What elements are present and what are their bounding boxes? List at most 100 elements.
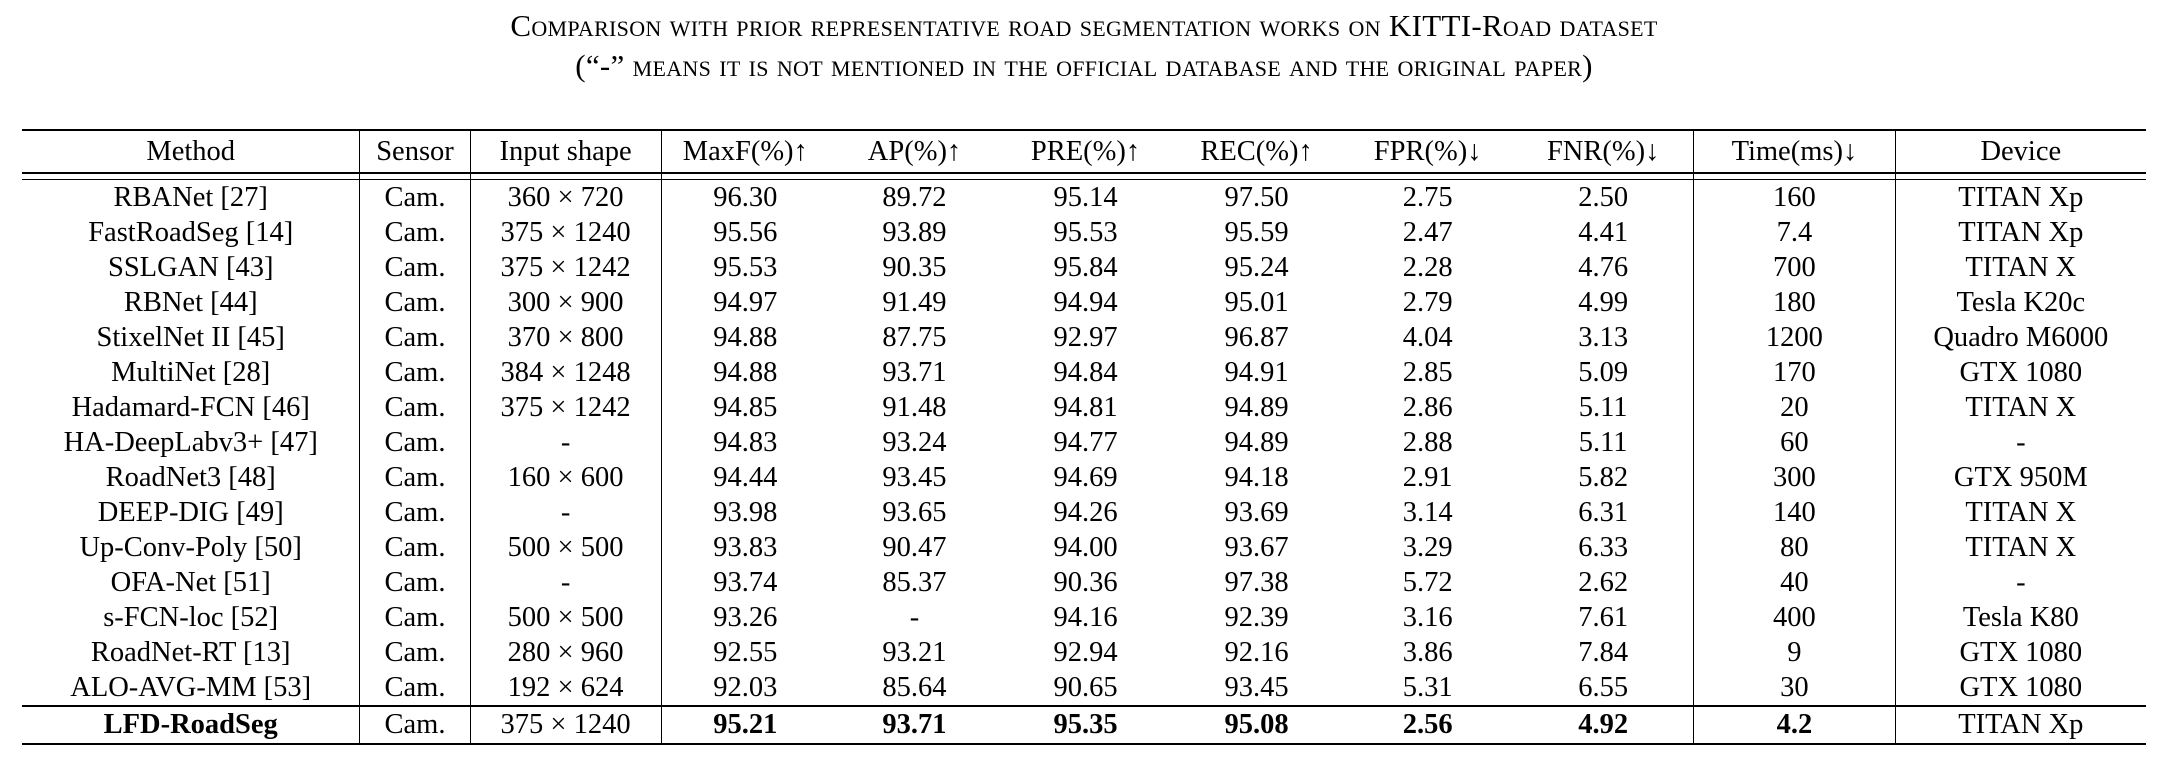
- header-input-shape: Input shape: [470, 129, 662, 174]
- table-cell: 40: [1693, 565, 1896, 600]
- table-cell: 96.30: [713, 182, 778, 213]
- table-cell: 5.31: [1402, 672, 1453, 703]
- table-cell: 97.38: [1224, 567, 1289, 598]
- header-maxf: MaxF(%)↑: [661, 129, 829, 174]
- table-cell: 94.88: [713, 322, 778, 353]
- table-cell: Cam.: [359, 565, 471, 600]
- table-cell: 500 × 500: [470, 530, 662, 565]
- table-row: SSLGAN [43] Cam. 375 × 1242 95.53 90.35 95.84…: [22, 250, 2146, 285]
- table-cell: Cam.: [359, 635, 471, 670]
- table-cell: s-FCN-loc [52]: [22, 600, 361, 635]
- table-cell: RBNet [44]: [22, 285, 361, 320]
- table-row: ALO-AVG-MM [53] Cam. 192 × 624 92.03 85.64 90…: [22, 670, 2146, 706]
- table-cell: 93.24: [882, 427, 947, 458]
- table-cell: 95.24: [1224, 252, 1289, 283]
- table-cell: GTX 950M: [1953, 462, 2088, 493]
- table-cell: TITAN X: [1965, 252, 2077, 283]
- table-cell: MultiNet [28]: [22, 355, 361, 390]
- table-cell: 7.84: [1513, 635, 1695, 670]
- table-cell: 85.64: [882, 672, 947, 703]
- table-cell: 96.87: [1224, 322, 1289, 353]
- table-cell: 92.39: [1224, 602, 1289, 633]
- table-cell: -: [909, 602, 920, 633]
- header-method: Method: [22, 129, 361, 174]
- table-cell: GTX 1080: [1959, 357, 2083, 388]
- table-cell: 94.16: [1053, 602, 1118, 633]
- table-cell: HA-DeepLabv3+ [47]: [22, 425, 361, 460]
- table-cell: 160: [1693, 179, 1896, 215]
- table-cell: Cam.: [359, 495, 471, 530]
- table-cell: TITAN Xp: [1958, 182, 2084, 213]
- table-cell: 93.69: [1224, 497, 1289, 528]
- table-cell: 375 × 1242: [470, 250, 662, 285]
- table-cell: Cam.: [359, 215, 471, 250]
- table-cell: StixelNet II [45]: [22, 320, 361, 355]
- table-cell: 94.00: [1053, 532, 1118, 563]
- table-cell: 92.94: [1053, 637, 1118, 668]
- table-cell: TITAN Xp: [1895, 705, 2146, 745]
- table-cell: Hadamard-FCN [46]: [22, 390, 361, 425]
- table-cell: 360 × 720: [470, 179, 662, 215]
- table-cell: 90.36: [1053, 567, 1118, 598]
- table-cell: 700: [1693, 250, 1896, 285]
- table-cell: GTX 1080: [1959, 637, 2083, 668]
- table-cell: 375 × 1242: [470, 390, 662, 425]
- table-cell: TITAN X: [1965, 497, 2077, 528]
- header-pre: PRE(%)↑: [1000, 129, 1172, 174]
- table-cell: 95.84: [1053, 252, 1118, 283]
- table-cell: 5.09: [1513, 355, 1695, 390]
- table-cell: 4.76: [1513, 250, 1695, 285]
- table-cell: TITAN X: [1965, 392, 2077, 423]
- table-cell: 94.94: [1053, 287, 1118, 318]
- table-cell: 91.48: [882, 392, 947, 423]
- table-cell: 94.18: [1224, 462, 1289, 493]
- table-cell: Cam.: [359, 355, 471, 390]
- table-cell: 94.69: [1053, 462, 1118, 493]
- table-cell: Quadro M6000: [1933, 322, 2109, 353]
- table-cell: 400: [1693, 600, 1896, 635]
- table-cell: 93.67: [1224, 532, 1289, 563]
- table-cell: OFA-Net [51]: [22, 565, 361, 600]
- table-row: RBNet [44] Cam. 300 × 900 94.97 91.49 94.94 95…: [22, 285, 2146, 320]
- table-cell: 97.50: [1224, 182, 1289, 213]
- table-cell: -: [470, 495, 662, 530]
- table-cell: 93.71: [882, 357, 947, 388]
- table-cell: Tesla K20c: [1956, 287, 2086, 318]
- table-cell: 2.75: [1402, 182, 1453, 213]
- table-cell: 5.11: [1513, 390, 1695, 425]
- table-cell: 93.98: [713, 497, 778, 528]
- table-cell: -: [470, 425, 662, 460]
- table-cell: 93.26: [713, 602, 778, 633]
- table-cell: 2.47: [1402, 217, 1453, 248]
- table-cell: 30: [1693, 670, 1896, 706]
- proposed-method-row: LFD-RoadSeg Cam. 375 × 1240 95.21 93.71 95.35…: [22, 705, 2146, 745]
- table-row: OFA-Net [51] Cam. -93.74 85.37 90.36 97.38 5.7…: [22, 565, 2146, 600]
- table-cell: 140: [1693, 495, 1896, 530]
- table-cell: 4.2: [1693, 705, 1896, 745]
- table-cell: 9: [1693, 635, 1896, 670]
- table-cell: 92.97: [1053, 322, 1118, 353]
- table-cell: 92.16: [1224, 637, 1289, 668]
- table-cell: 4.92: [1513, 705, 1695, 745]
- table-cell: 2.28: [1402, 252, 1453, 283]
- table-cell: 94.89: [1224, 392, 1289, 423]
- table-cell: 3.86: [1402, 637, 1453, 668]
- table-cell: 93.89: [882, 217, 947, 248]
- table-cell: 2.86: [1402, 392, 1453, 423]
- table-cell: 95.59: [1224, 217, 1289, 248]
- table-cell: RoadNet3 [48]: [22, 460, 361, 495]
- table-cell: 93.83: [713, 532, 778, 563]
- table-cell: 94.44: [713, 462, 778, 493]
- table-cell: 90.65: [1053, 672, 1118, 703]
- table-cell: FastRoadSeg [14]: [22, 215, 361, 250]
- table-cell: 95.14: [1053, 182, 1118, 213]
- table-cell: 5.11: [1513, 425, 1695, 460]
- table-cell: 80: [1693, 530, 1896, 565]
- table-cell: Up-Conv-Poly [50]: [22, 530, 361, 565]
- table-row: FastRoadSeg [14] Cam. 375 × 1240 95.56 93.89…: [22, 215, 2146, 250]
- table-caption-title: Comparison with prior representative roa…: [510, 8, 1658, 43]
- table-cell: 4.99: [1513, 285, 1695, 320]
- table-cell: 95.21: [661, 705, 829, 745]
- table-cell: SSLGAN [43]: [22, 250, 361, 285]
- table-row: RoadNet3 [48] Cam. 160 × 600 94.44 93.45 94.6…: [22, 460, 2146, 495]
